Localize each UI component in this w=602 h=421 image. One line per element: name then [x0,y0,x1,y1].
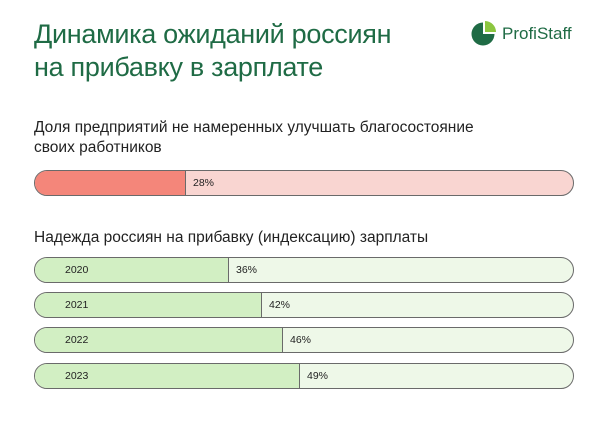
bar-value-label: 28% [193,177,215,189]
bar-value-label: 46% [290,334,312,346]
bar-category-label: 2020 [65,264,89,276]
pie-logo-icon [471,21,496,46]
bar [35,171,186,195]
bar-value-label: 42% [269,299,291,311]
bar-track: 2021 42% [34,292,574,318]
chart-2-title: Надежда россиян на прибавку (индексацию)… [34,229,429,246]
page-title: Динамика ожиданий россиян на прибавку в … [34,18,434,84]
bar [35,258,229,282]
bar-track: 28% [34,170,574,196]
bar [35,364,300,388]
bar-track: 2023 49% [34,363,574,389]
title-line-1: Динамика ожиданий россиян [34,19,392,49]
bar-value-label: 36% [236,264,258,276]
bar-category-label: 2021 [65,299,89,311]
chart-1-title: Доля предприятий не намеренных улучшать … [34,119,474,156]
bar [35,328,283,352]
bar [35,293,262,317]
bar-value-label: 49% [307,370,329,382]
brand-logo: ProfiStaff [470,20,572,48]
bar-track: 2022 46% [34,327,574,353]
title-line-2: на прибавку в зарплате [34,52,324,82]
bar-category-label: 2022 [65,334,89,346]
logo-text: ProfiStaff [502,24,572,43]
bar-category-label: 2023 [65,370,89,382]
bar-track: 2020 36% [34,257,574,283]
